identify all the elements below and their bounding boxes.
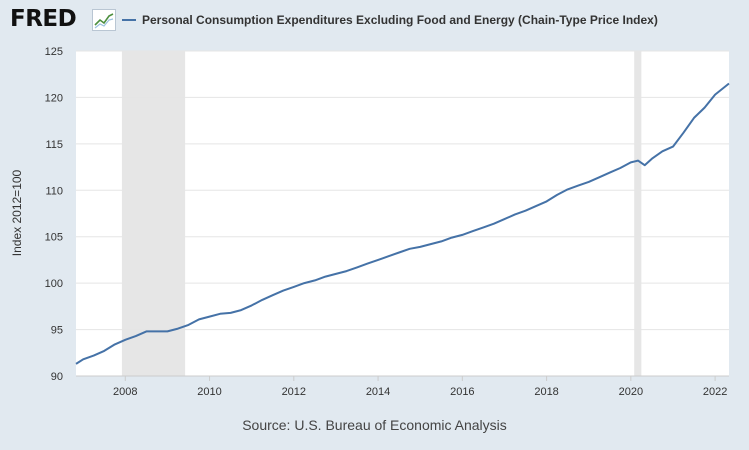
y-axis-ticks: 90 95 100 105 110 115 120 125 xyxy=(45,46,63,383)
chart-header: FRED Personal Consumption Expenditures E… xyxy=(0,0,749,44)
series-lines xyxy=(75,82,730,365)
y-axis-label: Index 2012=100 xyxy=(10,169,24,256)
y-tick-label: 125 xyxy=(45,46,63,58)
x-tick-label: 2018 xyxy=(534,386,558,398)
y-tick-label: 110 xyxy=(45,185,63,197)
trend-line-icon xyxy=(92,9,116,31)
x-tick-label: 2010 xyxy=(197,386,221,398)
legend-swatch xyxy=(122,19,136,21)
recession-band-1 xyxy=(634,51,642,376)
legend-label: Personal Consumption Expenditures Exclud… xyxy=(142,13,658,27)
x-tick-label: 2012 xyxy=(282,386,306,398)
legend: Personal Consumption Expenditures Exclud… xyxy=(122,11,658,29)
y-tick-label: 120 xyxy=(45,92,63,104)
y-tick-label: 115 xyxy=(45,139,63,151)
recession-band-0 xyxy=(121,51,186,376)
y-tick-label: 95 xyxy=(51,325,63,337)
x-tick-label: 2008 xyxy=(113,386,137,398)
x-tick-label: 2016 xyxy=(450,386,474,398)
series-line-0[interactable] xyxy=(75,82,730,365)
recession-bands xyxy=(121,51,642,376)
source-note: Source: U.S. Bureau of Economic Analysis xyxy=(242,417,507,433)
x-tick-label: 2022 xyxy=(703,386,727,398)
x-tick-label: 2014 xyxy=(366,386,390,398)
y-tick-label: 90 xyxy=(51,371,63,383)
x-axis-ticks: 2008 2010 2012 2014 2016 2018 2020 2022 xyxy=(76,375,729,398)
y-tick-label: 105 xyxy=(45,232,63,244)
y-tick-label: 100 xyxy=(45,278,63,290)
fred-logo[interactable]: FRED xyxy=(10,6,77,32)
x-tick-label: 2020 xyxy=(619,386,643,398)
